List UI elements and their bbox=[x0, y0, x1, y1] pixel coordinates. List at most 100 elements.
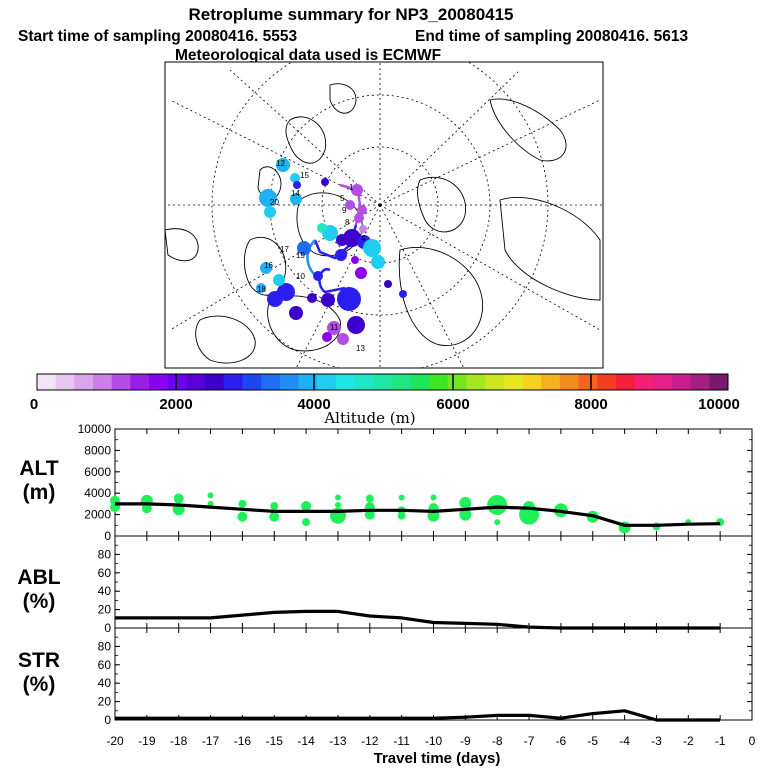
map-point bbox=[264, 206, 276, 218]
colorbar-cell bbox=[634, 374, 654, 390]
map-point bbox=[351, 256, 359, 264]
x-tick-label: -19 bbox=[138, 734, 156, 748]
data-point bbox=[269, 511, 280, 522]
data-point bbox=[141, 503, 152, 514]
colorbar-cell bbox=[167, 374, 187, 390]
str-series-line bbox=[115, 709, 721, 722]
data-point bbox=[364, 509, 375, 520]
map-point-label: 5 bbox=[340, 194, 345, 203]
map-frame bbox=[164, 61, 604, 369]
y-tick-label: 60 bbox=[98, 658, 112, 672]
colorbar-cell bbox=[690, 374, 710, 390]
x-tick-label: -13 bbox=[329, 734, 347, 748]
map-point bbox=[357, 205, 367, 215]
colorbar-ticklines bbox=[175, 374, 592, 390]
colorbar-cell bbox=[93, 374, 113, 390]
abl-series-line bbox=[115, 609, 721, 630]
x-tick-label: -6 bbox=[556, 734, 567, 748]
colorbar-cell bbox=[354, 374, 374, 390]
y-tick-label: 0 bbox=[104, 529, 111, 543]
colorbar-tick-0: 0 bbox=[30, 396, 38, 413]
colorbar: 0 2000 4000 6000 8000 10000 Altitude (m) bbox=[30, 373, 740, 427]
colorbar-cell bbox=[485, 374, 505, 390]
colorbar-cell bbox=[671, 374, 692, 390]
map-points bbox=[256, 158, 407, 345]
x-tick-label: -12 bbox=[361, 734, 379, 748]
x-tick-label: -4 bbox=[619, 734, 630, 748]
x-axis-ticks: -20 -19 -18 -17 -16 -15 -14 -13 -12 -11 -10 -9 -8 -7-… bbox=[106, 734, 755, 748]
colorbar-label: Altitude (m) bbox=[323, 409, 415, 427]
colorbar-tick-8000: 8000 bbox=[574, 396, 607, 413]
y-tick-label: 20 bbox=[98, 603, 112, 617]
colorbar-cell bbox=[55, 374, 75, 390]
x-tick-label: -7 bbox=[524, 734, 535, 748]
data-point bbox=[397, 511, 406, 520]
map-point-label: 10 bbox=[296, 272, 305, 281]
map-point bbox=[371, 255, 385, 269]
x-tick-label: -16 bbox=[234, 734, 252, 748]
map-point bbox=[343, 229, 361, 247]
colorbar-cell bbox=[205, 374, 225, 390]
map-point-label: 16 bbox=[264, 261, 273, 270]
end-time-label: End time of sampling 20080416. 5613 bbox=[415, 28, 688, 45]
data-point bbox=[334, 501, 341, 508]
map-point-label: 12 bbox=[276, 159, 285, 168]
panel-frame bbox=[114, 535, 753, 629]
colorbar-cell bbox=[130, 374, 150, 390]
str-label-unit: (%) bbox=[23, 673, 56, 696]
data-point bbox=[430, 494, 437, 501]
map-point bbox=[327, 321, 341, 335]
x-axis-title: Travel time (days) bbox=[374, 750, 501, 767]
colorbar-cell bbox=[223, 374, 243, 390]
colorbar-cell bbox=[466, 374, 486, 390]
alt-label-unit: (m) bbox=[23, 481, 56, 504]
map-point bbox=[345, 200, 355, 210]
str-label-name: STR bbox=[18, 649, 60, 672]
x-tick-label: 0 bbox=[749, 734, 756, 748]
colorbar-cell bbox=[149, 374, 169, 390]
figure-title: Retroplume summary for NP3_20080415 bbox=[188, 5, 513, 24]
x-tick-label: -17 bbox=[202, 734, 220, 748]
colorbar-frame bbox=[36, 373, 729, 391]
map-point bbox=[313, 271, 323, 281]
x-tick-label: -5 bbox=[587, 734, 598, 748]
data-point bbox=[237, 511, 248, 522]
map-point-label: 13 bbox=[356, 344, 365, 353]
map-point bbox=[347, 316, 365, 334]
colorbar-cell bbox=[410, 374, 430, 390]
colorbar-cell bbox=[298, 374, 318, 390]
colorbar-cell bbox=[111, 374, 131, 390]
colorbar-cell bbox=[559, 374, 579, 390]
data-point bbox=[302, 518, 311, 527]
y-tick-label: 20 bbox=[98, 695, 112, 709]
map-point bbox=[363, 239, 381, 257]
map-point-label: 18 bbox=[257, 285, 266, 294]
data-point bbox=[207, 492, 214, 499]
alt-label-name: ALT bbox=[19, 457, 58, 480]
data-point bbox=[494, 519, 501, 526]
colorbar-cell bbox=[317, 374, 337, 390]
y-tick-label: 0 bbox=[104, 713, 111, 727]
colorbar-cell bbox=[391, 374, 411, 390]
colorbar-cell bbox=[261, 374, 281, 390]
colorbar-cell bbox=[429, 374, 449, 390]
alt-series-line bbox=[115, 502, 721, 527]
map-point bbox=[354, 213, 364, 223]
data-point bbox=[459, 508, 472, 521]
map-point bbox=[317, 223, 327, 233]
colorbar-tick-6000: 6000 bbox=[436, 396, 469, 413]
data-point bbox=[334, 494, 341, 501]
str-panel: 0 20 40 60 80 bbox=[98, 627, 753, 727]
data-point bbox=[270, 502, 279, 511]
map-point bbox=[337, 333, 349, 345]
colorbar-cell bbox=[447, 374, 467, 390]
map-point bbox=[359, 225, 367, 233]
map-point bbox=[351, 184, 363, 196]
colorbar-cell bbox=[279, 374, 299, 390]
colorbar-cells bbox=[37, 374, 729, 390]
map-point bbox=[256, 283, 266, 293]
